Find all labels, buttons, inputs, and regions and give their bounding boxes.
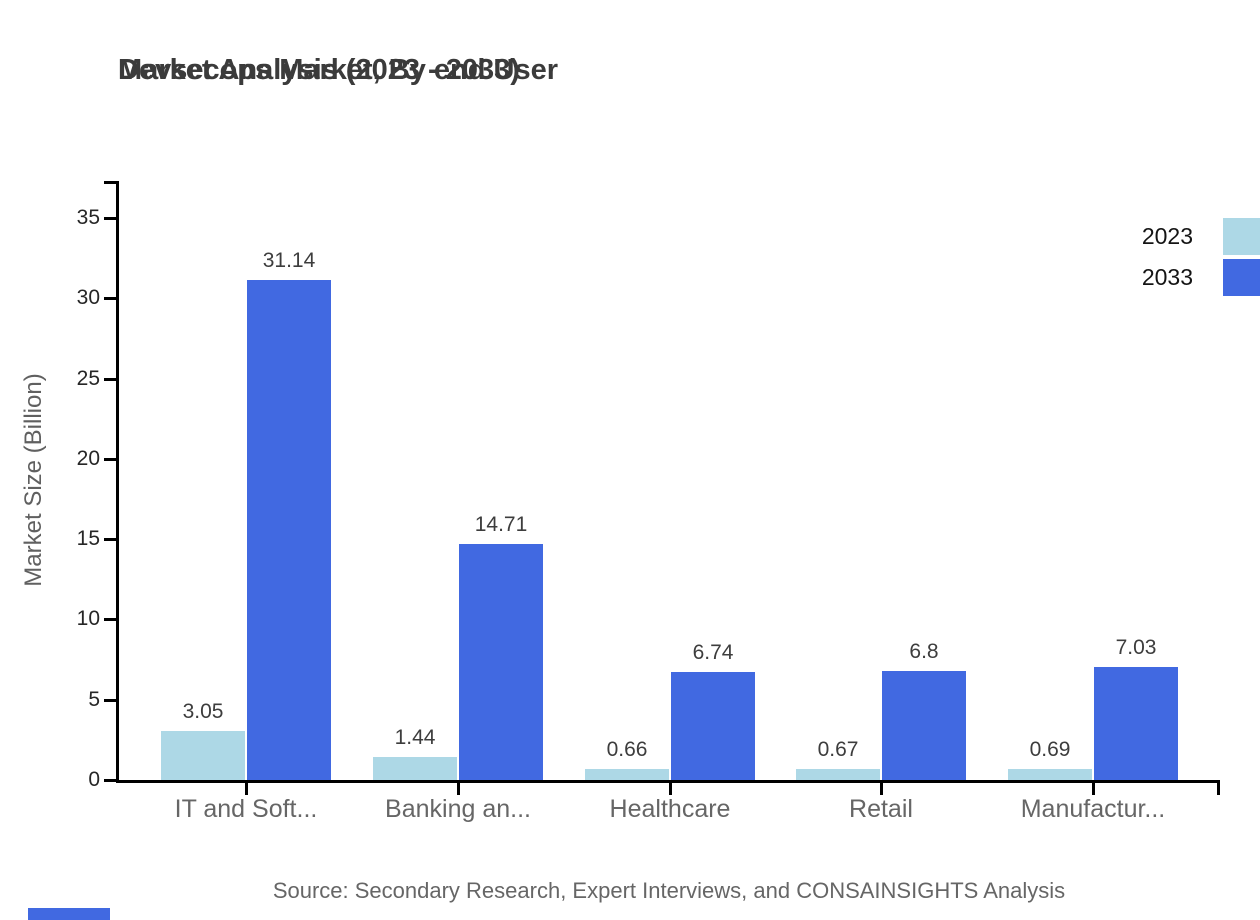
x-tick-mark	[669, 783, 672, 795]
legend: 2023 2033	[1072, 218, 1260, 300]
y-tick-mark	[104, 217, 116, 220]
bar-2033-2	[459, 544, 543, 780]
bar-2023-3	[585, 769, 669, 780]
x-category-label: Banking an...	[385, 795, 531, 823]
y-tick-mark	[104, 699, 116, 702]
bar-2023-1	[161, 731, 245, 780]
x-tick-mark	[1092, 783, 1095, 795]
legend-item-2033: 2033	[1072, 259, 1260, 296]
y-tick-label: 10	[76, 607, 100, 630]
y-tick-mark	[104, 538, 116, 541]
y-tick-mark	[104, 297, 116, 300]
source-text: Source: Secondary Research, Expert Inter…	[272, 878, 1066, 903]
x-tick-mark	[245, 783, 248, 795]
bar-2033-1	[247, 280, 331, 780]
legend-swatch	[1223, 218, 1260, 255]
bar-value-label: 31.14	[262, 249, 316, 272]
chart-title-line-1: Devsecops Market, By end User	[118, 54, 559, 86]
legend-label: 2033	[1141, 264, 1193, 290]
bar-2023-4	[796, 769, 880, 780]
chart-title-line-2: Market Analysis (2023 - 2033)	[118, 54, 520, 86]
y-tick-mark	[104, 458, 116, 461]
y-axis-end-cap	[104, 181, 119, 184]
x-axis-end-cap	[1217, 780, 1220, 795]
y-tick-label: 0	[88, 768, 100, 791]
bar-value-label: 6.8	[909, 640, 939, 663]
legend-item-2023: 2023	[1072, 218, 1260, 255]
bar-value-label: 0.69	[1029, 738, 1071, 761]
y-tick-label: 30	[76, 286, 100, 309]
bar-2023-2	[373, 757, 457, 780]
bar-2033-4	[882, 671, 966, 780]
bar-value-label: 7.03	[1115, 636, 1157, 659]
bar-2023-5	[1008, 769, 1092, 780]
x-tick-mark	[457, 783, 460, 795]
x-category-label: Healthcare	[609, 795, 731, 823]
y-tick-mark	[104, 779, 116, 782]
bar-value-label: 1.44	[394, 726, 436, 749]
brand-stripe	[28, 908, 110, 920]
bar-value-label: 6.74	[692, 641, 734, 664]
y-axis-line	[116, 181, 119, 783]
y-axis-title: Market Size (Billion)	[20, 373, 47, 587]
x-category-label: Retail	[849, 795, 913, 823]
y-tick-mark	[104, 378, 116, 381]
bar-2033-3	[671, 672, 755, 780]
legend-swatch	[1223, 259, 1260, 296]
y-tick-label: 5	[88, 688, 100, 711]
x-axis-line	[116, 780, 1220, 783]
y-tick-label: 25	[76, 367, 100, 390]
bar-value-label: 0.66	[606, 738, 648, 761]
bar-value-label: 14.71	[474, 513, 528, 536]
bar-value-label: 0.67	[817, 738, 859, 761]
y-tick-label: 20	[76, 447, 100, 470]
y-tick-mark	[104, 618, 116, 621]
y-tick-label: 15	[76, 527, 100, 550]
y-tick-label: 35	[76, 206, 100, 229]
bar-value-label: 3.05	[182, 700, 224, 723]
bar-2033-5	[1094, 667, 1178, 780]
legend-label: 2023	[1141, 223, 1193, 249]
x-category-label: IT and Soft...	[174, 795, 318, 823]
x-tick-mark	[880, 783, 883, 795]
x-category-label: Manufactur...	[1020, 795, 1166, 823]
